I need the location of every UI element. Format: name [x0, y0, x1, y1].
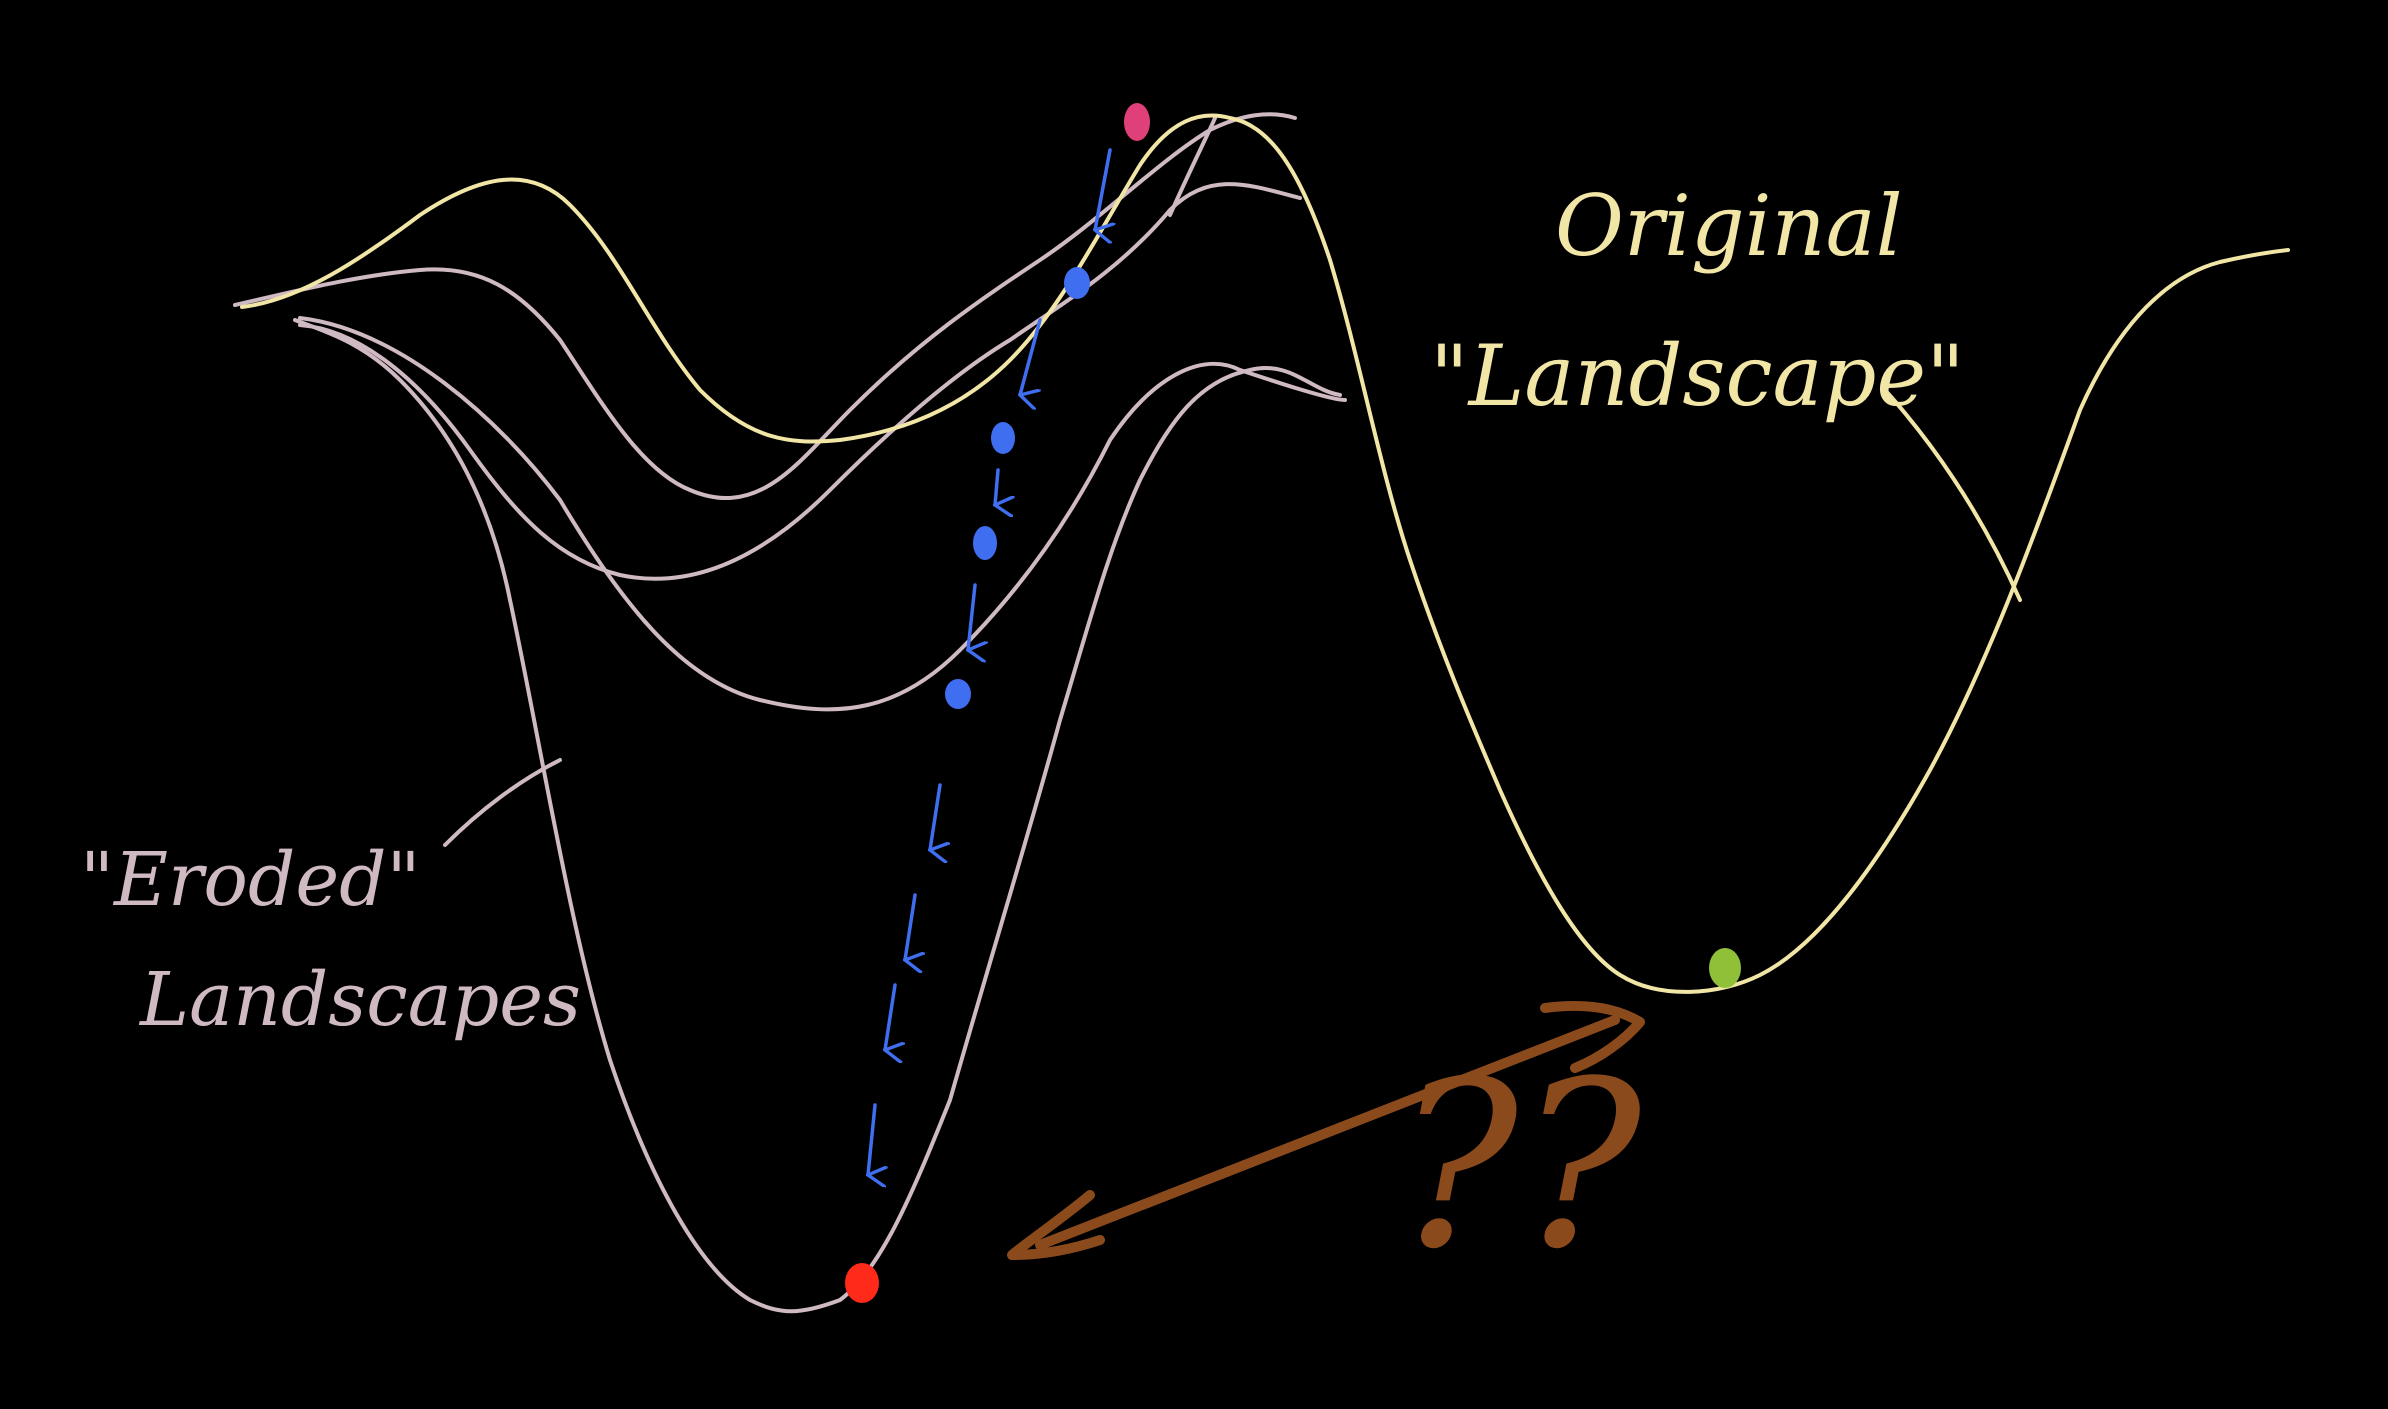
eroded-curve-1: [233, 112, 1297, 500]
descent-arrow-6: [905, 893, 915, 960]
descent-arrow-4: [968, 583, 975, 650]
descent-ball-2: [991, 422, 1015, 454]
question-arrow: [1007, 1001, 1645, 1260]
eroded-curves: [233, 112, 1347, 1314]
descent-path: [868, 148, 1110, 1175]
original-label-pointer: [1883, 388, 2022, 602]
label-eroded-line1: "Eroded": [80, 837, 421, 923]
start-ball: [1124, 103, 1150, 141]
eroded-curve-4: [293, 318, 1342, 1314]
label-original-line2: "Landscape": [1430, 327, 1965, 425]
descent-arrow-1: [1095, 148, 1110, 230]
label-question: ??: [1395, 1033, 1643, 1300]
eroded-label-pointer: [443, 758, 562, 847]
question-arrow-head-left: [1007, 1190, 1105, 1260]
descent-balls: [945, 267, 1090, 709]
original-curve: [240, 113, 2290, 994]
label-original-line1: Original: [1555, 177, 1903, 275]
descent-ball-1: [1064, 267, 1090, 299]
eroded-curve-3: [298, 316, 1347, 712]
question-arrow-shaft: [1035, 1015, 1620, 1250]
descent-arrow-7: [885, 983, 895, 1050]
descent-ball-4: [945, 679, 971, 709]
eroded-curve-to-peak: [1168, 116, 1217, 217]
descent-arrow-2: [1020, 318, 1042, 395]
eroded-curve-2: [298, 182, 1302, 581]
label-eroded-line2: Landscapes: [138, 957, 581, 1043]
descent-ball-3: [973, 526, 997, 560]
descent-arrow-5: [930, 783, 940, 850]
descent-arrow-3: [995, 468, 998, 505]
original-curve-group: [240, 113, 2290, 994]
question-arrow-head-right: [1540, 1001, 1645, 1073]
local-min-ball: [1709, 948, 1741, 988]
global-min-ball: [845, 1263, 879, 1303]
descent-arrow-8: [868, 1103, 875, 1175]
